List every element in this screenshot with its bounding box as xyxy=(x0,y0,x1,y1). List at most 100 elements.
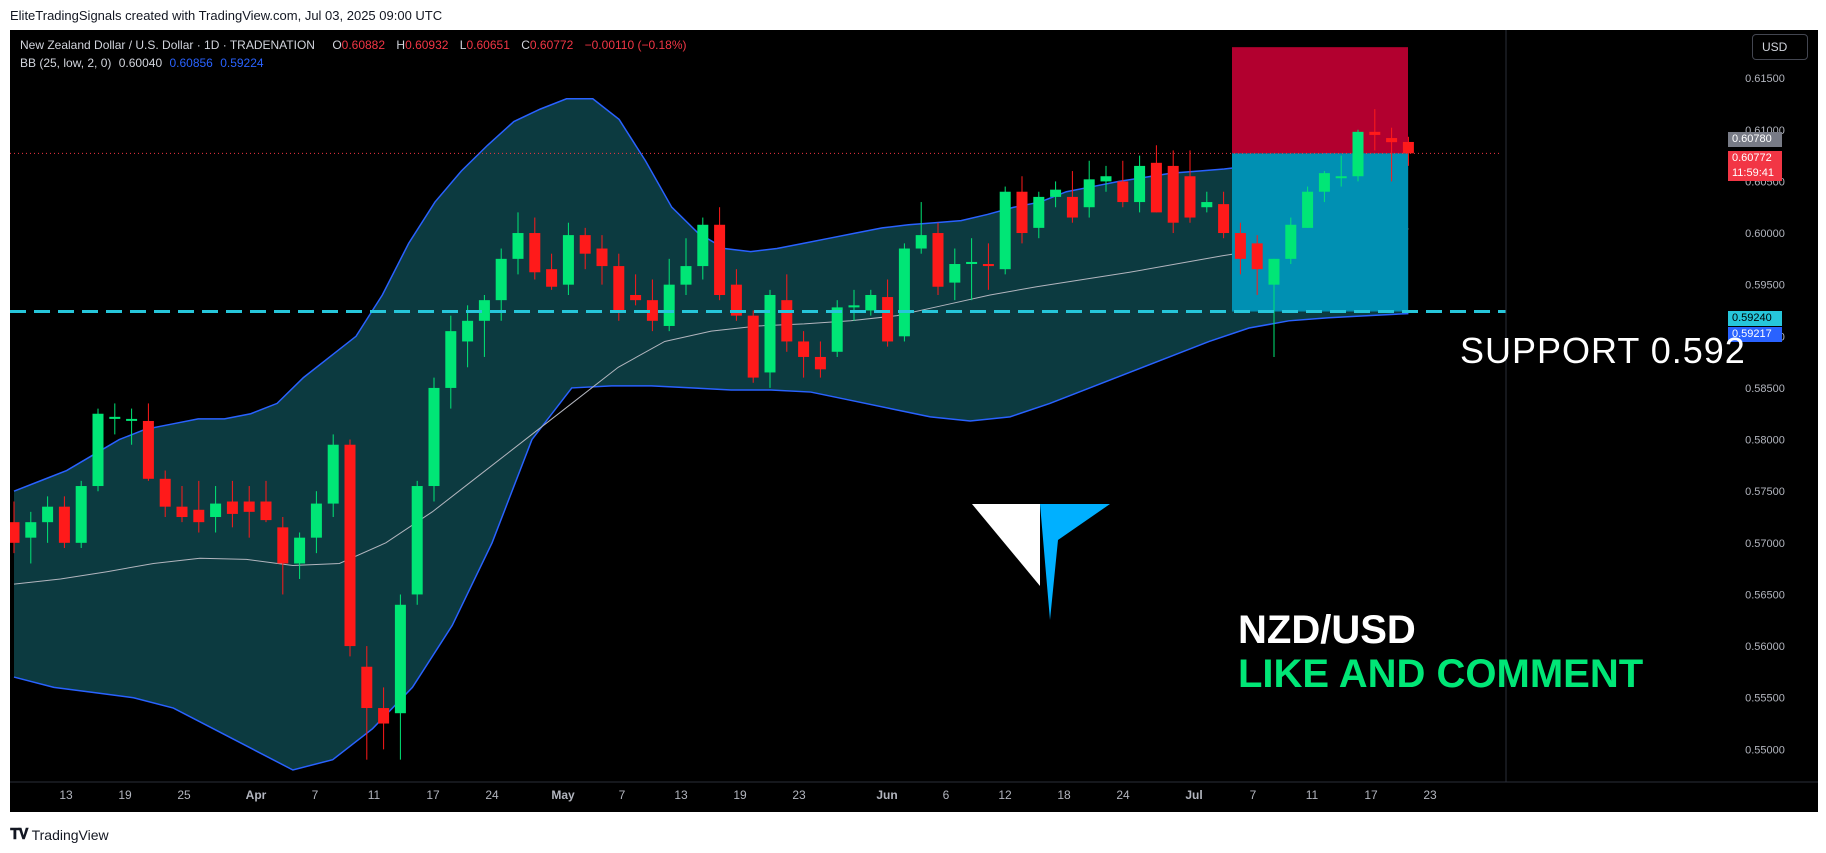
bollinger-basis-line xyxy=(13,228,1409,585)
price-tick-label: 0.58500 xyxy=(1745,383,1785,395)
time-tick-label: 13 xyxy=(674,788,688,802)
time-tick-label: 7 xyxy=(312,788,319,802)
candle-body xyxy=(1066,196,1078,218)
time-tick-label: 19 xyxy=(733,788,747,802)
candle-body xyxy=(630,294,642,301)
candle-body xyxy=(915,235,927,249)
candle-body xyxy=(411,486,423,595)
time-tick-label: 7 xyxy=(1250,788,1257,802)
candle-body xyxy=(1218,204,1230,234)
price-tick-label: 0.58000 xyxy=(1745,435,1785,447)
candle-body xyxy=(1285,224,1297,259)
time-tick-label: 24 xyxy=(1116,788,1130,802)
candle-body xyxy=(747,315,759,378)
candle-body xyxy=(176,506,188,518)
candle-body xyxy=(697,224,709,267)
tradingview-logo-icon: 𝐓𝐕 xyxy=(10,826,29,843)
candle-body xyxy=(613,266,625,311)
candle-body xyxy=(226,501,238,514)
bollinger-lower-line xyxy=(13,312,1409,771)
close-value: 0.60772 xyxy=(529,38,574,52)
candle-body xyxy=(1033,196,1045,228)
brand-logo-accent-icon xyxy=(1040,504,1110,620)
change-value: −0.00110 (−0.18%) xyxy=(584,38,687,52)
candle-body xyxy=(109,416,121,419)
pair-annotation: NZD/USD xyxy=(1238,608,1416,652)
time-tick-label: 23 xyxy=(792,788,806,802)
time-tick-label: 24 xyxy=(485,788,499,802)
candle-body xyxy=(193,509,205,523)
candle-body xyxy=(546,269,558,287)
close-label: C xyxy=(521,38,530,52)
candle-body xyxy=(562,235,574,285)
candle-body xyxy=(781,300,793,342)
candle-body xyxy=(210,503,222,518)
candle-body xyxy=(361,666,373,709)
candle-body xyxy=(58,506,70,543)
candle-body xyxy=(831,307,843,352)
candle-body xyxy=(1318,173,1330,192)
cta-annotation: LIKE AND COMMENT xyxy=(1238,652,1644,696)
candle-body xyxy=(42,506,54,523)
price-tag-support: 0.59240 xyxy=(1728,311,1782,326)
candle-body xyxy=(898,248,910,337)
footer: 𝐓𝐕 TradingView xyxy=(10,826,109,843)
bb-basis-value: 0.60040 xyxy=(118,56,163,70)
currency-unit-button[interactable]: USD xyxy=(1752,34,1808,60)
chart-canvas[interactable]: 0.615000.610000.605000.600000.595000.590… xyxy=(10,30,1818,812)
price-tick-label: 0.56000 xyxy=(1745,641,1785,653)
candle-body xyxy=(596,248,608,267)
price-tag-last: 0.60772 xyxy=(1728,151,1782,166)
time-tick-label: Jun xyxy=(876,788,897,802)
open-label: O xyxy=(332,38,342,52)
time-tick-label: 18 xyxy=(1057,788,1071,802)
candle-body xyxy=(1083,179,1095,208)
candle-body xyxy=(865,294,877,311)
price-tick-label: 0.59500 xyxy=(1745,280,1785,292)
candle-body xyxy=(1352,131,1364,177)
candle-body xyxy=(1134,165,1146,203)
price-tick-label: 0.57000 xyxy=(1745,538,1785,550)
candle-body xyxy=(378,708,390,724)
bb-legend: BB (25, low, 2, 0) 0.60040 0.60856 0.592… xyxy=(20,56,268,70)
candle-body xyxy=(814,356,826,370)
bb-lower-value: 0.59224 xyxy=(220,56,264,70)
candle-body xyxy=(428,387,440,487)
candle-body xyxy=(848,305,860,308)
time-tick-label: 7 xyxy=(619,788,626,802)
candle-body xyxy=(882,297,894,342)
chart-credit: EliteTradingSignals created with Trading… xyxy=(10,8,443,23)
ohlc-legend: New Zealand Dollar / U.S. Dollar · 1D · … xyxy=(20,38,690,52)
candle-body xyxy=(1302,191,1314,228)
price-tick-label: 0.55500 xyxy=(1745,693,1785,705)
time-tick-label: 6 xyxy=(943,788,950,802)
candle-body xyxy=(260,501,272,521)
candle-body xyxy=(142,420,154,479)
candle-body xyxy=(798,341,810,357)
candle-body xyxy=(1386,138,1398,143)
time-tick-label: 25 xyxy=(177,788,191,802)
candle-body xyxy=(529,233,541,273)
candle-body xyxy=(1050,189,1062,197)
candle-body xyxy=(25,522,37,538)
candle-body xyxy=(764,294,776,373)
footer-brand[interactable]: TradingView xyxy=(31,826,109,843)
candle-body xyxy=(1184,176,1196,218)
candle-body xyxy=(1369,131,1381,135)
price-tick-label: 0.60000 xyxy=(1745,228,1785,240)
time-tick-label: 17 xyxy=(1364,788,1378,802)
candle-body xyxy=(663,284,675,326)
price-tick-label: 0.57500 xyxy=(1745,486,1785,498)
support-annotation: SUPPORT 0.592 xyxy=(1460,330,1746,371)
candle-body xyxy=(344,444,356,647)
candle-body xyxy=(982,264,994,267)
candle-body xyxy=(294,537,306,564)
candle-body xyxy=(327,444,339,504)
candle-body xyxy=(999,191,1011,270)
candle-body xyxy=(126,418,138,421)
candle-body xyxy=(10,522,20,543)
candle-body xyxy=(1402,141,1414,154)
candle-body xyxy=(1100,176,1112,182)
chart-frame[interactable]: 0.615000.610000.605000.600000.595000.590… xyxy=(10,30,1818,812)
low-label: L xyxy=(459,38,467,52)
